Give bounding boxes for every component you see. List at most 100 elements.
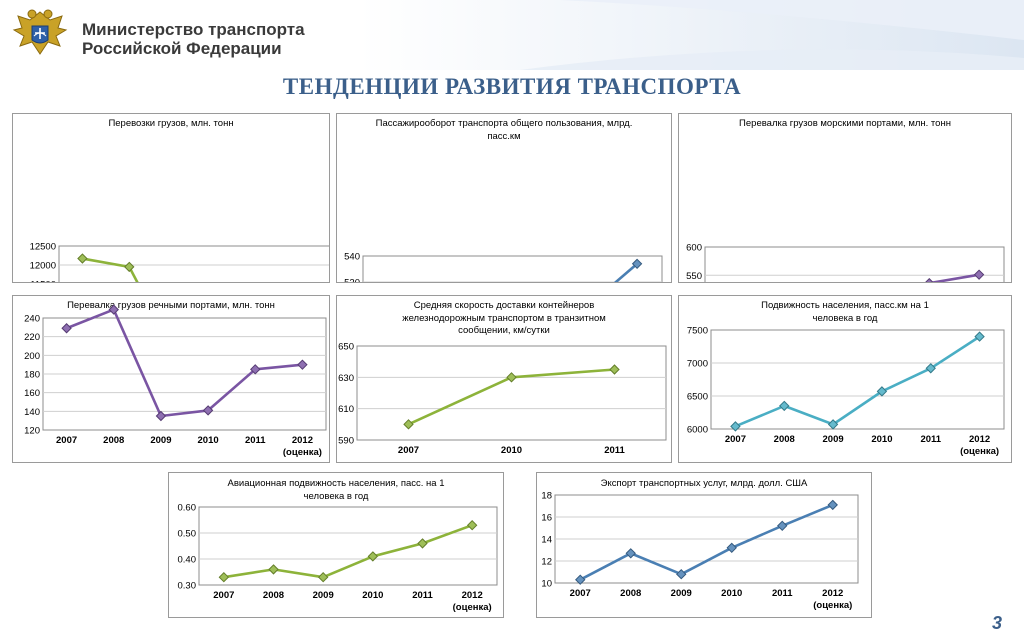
chart-title: Экспорт транспортных услуг, млрд. долл. … bbox=[600, 478, 808, 489]
y-tick-label: 0.30 bbox=[178, 581, 197, 592]
y-tick-label: 18 bbox=[541, 491, 552, 502]
y-tick-label: 11500 bbox=[30, 280, 56, 283]
series-line-segment bbox=[253, 363, 304, 371]
header-background bbox=[0, 0, 1024, 70]
x-tick-label: 2012 bbox=[462, 590, 483, 601]
x-tick-label: 2011 bbox=[920, 434, 941, 445]
data-point-marker bbox=[202, 405, 214, 416]
x-tick-sublabel: (оценка) bbox=[813, 600, 852, 611]
x-tick-label: 2008 bbox=[774, 434, 795, 445]
x-tick-label: 2011 bbox=[245, 435, 266, 446]
chart-svg: 400450500550600200720082009201020112012(… bbox=[686, 243, 1005, 282]
data-point-marker bbox=[367, 551, 379, 562]
y-tick-label: 120 bbox=[24, 426, 40, 437]
ministry-name: Министерство транспорта Российской Федер… bbox=[82, 20, 305, 58]
chart-title: Пассажирооборот транспорта общего пользо… bbox=[375, 118, 633, 142]
data-point-marker bbox=[218, 571, 230, 583]
chart-panel-passenger-turnover: Пассажирооборот транспорта общего пользо… bbox=[336, 113, 672, 283]
chart-title: Перевалка грузов речными портами, млн. т… bbox=[67, 300, 275, 311]
x-tick-sublabel: (оценка) bbox=[453, 602, 492, 613]
x-tick-label: 2009 bbox=[671, 588, 692, 599]
y-tick-label: 520 bbox=[344, 278, 360, 283]
x-tick-label: 2010 bbox=[871, 434, 892, 445]
x-tick-label: 2010 bbox=[362, 590, 383, 601]
data-point-marker bbox=[317, 571, 329, 583]
series-line-segment bbox=[679, 546, 734, 576]
y-tick-label: 12000 bbox=[30, 261, 56, 272]
data-point-marker bbox=[124, 261, 135, 273]
data-point-marker bbox=[726, 542, 737, 554]
y-tick-label: 0.50 bbox=[178, 529, 197, 540]
x-tick-label: 2008 bbox=[103, 435, 124, 446]
x-tick-label: 2012 bbox=[292, 435, 313, 446]
y-tick-label: 160 bbox=[24, 388, 40, 399]
chart-svg: 590 610 630 650 2007 2010 2011 bbox=[338, 342, 667, 456]
data-point-marker bbox=[77, 253, 88, 264]
chart-panel-freight: Перевозки грузов, млн. тонн9500100001050… bbox=[12, 113, 330, 283]
x-tick-label: 2009 bbox=[150, 435, 171, 446]
chart-svg: 120 140 160 180 200 220 240 2007 2008 2009 2010 201… bbox=[24, 304, 327, 458]
y-tick-label: 12 bbox=[541, 557, 552, 568]
x-tick-label: 2008 bbox=[620, 588, 641, 599]
x-tick-label: 2010 bbox=[198, 435, 219, 446]
y-tick-label: 650 bbox=[338, 342, 354, 353]
data-point-marker bbox=[625, 548, 636, 559]
chart-svg: 460480500520540200720082009201020112012(… bbox=[344, 252, 663, 283]
data-point-marker bbox=[973, 269, 985, 280]
y-tick-label: 14 bbox=[541, 535, 552, 546]
chart-title: Перевалка грузов морскими портами, млн. … bbox=[739, 118, 951, 129]
y-tick-label: 140 bbox=[24, 407, 40, 418]
plot-area bbox=[362, 255, 663, 282]
chart-svg: 10 12 14 16 18 2007 2008 2009 2010 2011 2012(оценк… bbox=[541, 491, 859, 611]
emblem-icon bbox=[12, 9, 68, 55]
chart-svg: 9500100001050011000115001200012500200720… bbox=[30, 242, 329, 283]
x-tick-sublabel: (оценка) bbox=[960, 446, 999, 457]
chart-panel-air-mobility: Авиационная подвижность населения, пасс.… bbox=[168, 472, 504, 618]
x-tick-label: 2009 bbox=[823, 434, 844, 445]
x-tick-label: 2007 bbox=[570, 588, 591, 599]
header: Министерство транспорта Российской Федер… bbox=[0, 0, 1024, 70]
series-line-segment bbox=[81, 257, 131, 269]
x-tick-sublabel: (оценка) bbox=[283, 447, 322, 458]
y-tick-label: 7500 bbox=[687, 326, 708, 337]
y-tick-label: 550 bbox=[686, 271, 702, 282]
chart-title: Авиационная подвижность населения, пасс.… bbox=[227, 478, 445, 502]
data-point-marker bbox=[925, 277, 934, 282]
y-tick-label: 630 bbox=[338, 373, 354, 384]
y-tick-label: 200 bbox=[24, 351, 40, 362]
series-line-segment bbox=[734, 404, 786, 428]
data-point-marker bbox=[108, 304, 119, 315]
data-point-marker bbox=[403, 419, 414, 430]
data-point-marker bbox=[575, 574, 586, 585]
data-point-marker bbox=[297, 359, 308, 370]
data-point-marker bbox=[506, 372, 517, 383]
chart-title: Перевозки грузов, млн. тонн bbox=[108, 118, 234, 129]
data-point-marker bbox=[250, 364, 261, 375]
x-tick-label: 2012 bbox=[969, 434, 990, 445]
y-tick-label: 540 bbox=[344, 252, 360, 263]
series-line-segment bbox=[421, 523, 474, 545]
x-tick-label: 2011 bbox=[772, 588, 793, 599]
plot-area bbox=[710, 329, 1005, 430]
series-line-segment bbox=[510, 368, 616, 379]
y-tick-label: 6000 bbox=[687, 425, 708, 436]
series-line-segment bbox=[578, 552, 633, 581]
y-tick-label: 240 bbox=[24, 314, 40, 325]
plot-area bbox=[58, 245, 329, 282]
y-tick-label: 0.40 bbox=[178, 555, 197, 566]
x-tick-label: 2012 bbox=[822, 588, 843, 599]
x-tick-label: 2007 bbox=[56, 435, 77, 446]
chart-svg: 0.30 0.40 0.50 0.60 2007 2008 2009 2010 2011 2012… bbox=[178, 503, 498, 613]
series-line-segment bbox=[880, 366, 933, 393]
chart-title: Средняя скорость доставки контейнеров же… bbox=[402, 300, 606, 336]
data-point-marker bbox=[676, 568, 687, 580]
y-tick-label: 600 bbox=[686, 243, 702, 254]
series-line-segment bbox=[613, 262, 639, 282]
data-point-marker bbox=[925, 363, 936, 374]
series-line-segment bbox=[112, 308, 163, 418]
data-point-marker bbox=[779, 400, 790, 412]
y-tick-label: 10 bbox=[541, 579, 552, 590]
x-tick-label: 2011 bbox=[412, 590, 433, 601]
data-point-marker bbox=[155, 410, 167, 422]
chart-panel-river-ports: Перевалка грузов речными портами, млн. т… bbox=[12, 295, 330, 463]
